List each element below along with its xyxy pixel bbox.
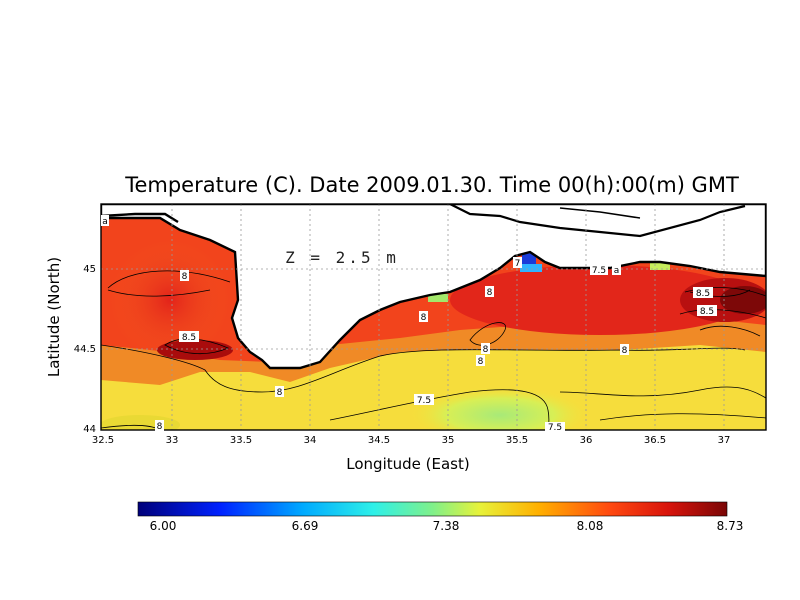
- x-tick: 35.5: [506, 435, 528, 446]
- svg-text:a: a: [614, 266, 620, 276]
- colorbar-tick: 6.00: [150, 519, 177, 533]
- x-tick: 34.5: [368, 435, 390, 446]
- colorbar: [137, 501, 728, 517]
- svg-text:8: 8: [421, 313, 427, 323]
- y-axis-label: Latitude (North): [45, 257, 63, 377]
- contour-label: 8: [620, 344, 629, 356]
- svg-text:7.5: 7.5: [548, 423, 562, 433]
- x-tick: 33.5: [230, 435, 252, 446]
- contour-label: 7.5: [590, 264, 608, 276]
- contour-label: 7.5: [414, 394, 434, 406]
- contour-label: 8: [481, 343, 490, 355]
- contour-label: 8: [419, 311, 428, 323]
- contour-label: 8.5: [697, 305, 717, 317]
- gridlines: [101, 204, 766, 430]
- colorbar-tick: 8.08: [577, 519, 604, 533]
- x-axis-label: Longitude (East): [346, 455, 469, 473]
- y-tick: 44: [83, 424, 96, 435]
- x-tick: 36: [580, 435, 593, 446]
- contour-labels: 8 8.5 8 8.5 8 8 7.5 7.5 8 8 8 7.5 8 8.5 …: [101, 215, 717, 433]
- svg-text:7: 7: [515, 259, 521, 269]
- contour-label: a: [612, 264, 621, 276]
- colorbar-tick: 6.69: [292, 519, 319, 533]
- x-axis-ticks: 32.5 33 33.5 34 34.5 35 35.5 36 36.5 37: [92, 435, 731, 446]
- depth-label: Z = 2.5 m: [285, 248, 399, 267]
- x-tick: 33: [166, 435, 179, 446]
- svg-text:8.5: 8.5: [182, 333, 196, 343]
- y-axis-ticks: 44 44.5 45: [74, 264, 96, 435]
- contour-label: a: [101, 215, 109, 227]
- contour-label: 8: [275, 386, 284, 398]
- svg-text:8: 8: [478, 357, 484, 367]
- y-tick: 44.5: [74, 344, 96, 355]
- colorbar-tick: 8.73: [717, 519, 744, 533]
- map-title: Temperature (C). Date 2009.01.30. Time 0…: [124, 173, 739, 197]
- contour-label: 8: [180, 270, 189, 282]
- svg-text:7.5: 7.5: [417, 396, 431, 406]
- svg-text:8.5: 8.5: [696, 289, 710, 299]
- y-tick: 45: [83, 264, 96, 275]
- contour-label: 7.5: [545, 422, 565, 433]
- land-mask: [101, 204, 766, 370]
- svg-text:8: 8: [182, 272, 188, 282]
- x-tick: 37: [718, 435, 731, 446]
- svg-text:7.5: 7.5: [592, 266, 606, 276]
- svg-text:8: 8: [277, 388, 283, 398]
- svg-text:a: a: [102, 217, 108, 227]
- colorbar-ticks: 6.00 6.69 7.38 8.08 8.73: [150, 519, 744, 533]
- x-tick: 35: [442, 435, 455, 446]
- svg-text:8.5: 8.5: [700, 307, 714, 317]
- plot-frame: [100, 203, 767, 431]
- x-tick: 34: [304, 435, 317, 446]
- svg-text:8: 8: [157, 422, 163, 432]
- svg-text:8: 8: [487, 288, 493, 298]
- svg-text:8: 8: [622, 346, 628, 356]
- contour-label: 8.5: [693, 287, 713, 299]
- svg-text:8: 8: [483, 345, 489, 355]
- contour-label: 8: [485, 286, 494, 298]
- contour-label: 8: [155, 420, 164, 432]
- contour-lines: [101, 270, 766, 430]
- contour-label: 7: [513, 257, 522, 269]
- contour-label: 8.5: [179, 331, 199, 343]
- x-tick: 36.5: [644, 435, 666, 446]
- colorbar-tick: 7.38: [433, 519, 460, 533]
- contour-label: 8: [476, 355, 485, 367]
- x-tick: 32.5: [92, 435, 114, 446]
